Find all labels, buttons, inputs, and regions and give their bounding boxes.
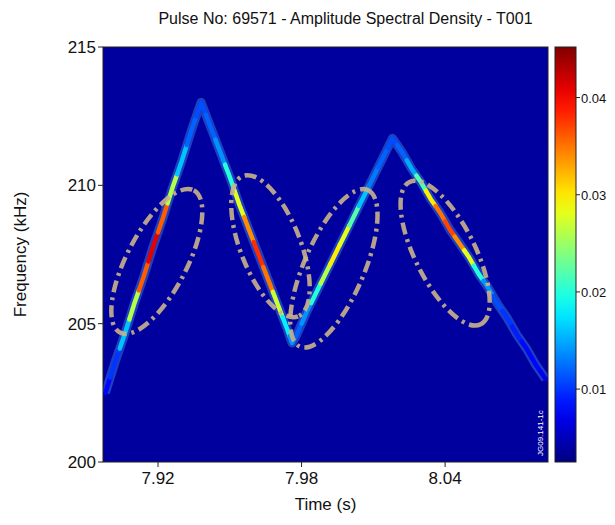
y-tick-label: 200 xyxy=(68,453,96,472)
colorbar-tick-label: 0.02 xyxy=(581,285,606,300)
trace-point xyxy=(311,284,321,303)
trace-point xyxy=(349,206,359,225)
trace-point xyxy=(378,148,388,167)
x-tick xyxy=(445,462,446,467)
trace-point xyxy=(244,217,254,242)
x-tick-label: 8.04 xyxy=(429,469,462,488)
trace-point xyxy=(158,203,168,232)
x-tick xyxy=(301,462,302,467)
trace-point xyxy=(282,317,289,336)
trace-point xyxy=(254,242,264,267)
highlight-ellipse xyxy=(272,178,395,359)
trace-point xyxy=(340,225,350,244)
trace-point xyxy=(397,145,407,160)
trace-point xyxy=(148,232,158,261)
trace-point xyxy=(455,237,465,251)
trace-point xyxy=(464,250,474,265)
title: Pulse No: 69571 - Amplitude Spectral Den… xyxy=(158,10,532,27)
x-axis-title: Time (s) xyxy=(295,495,357,514)
trace-point xyxy=(129,290,139,319)
trace-point xyxy=(493,296,503,311)
trace-point xyxy=(215,140,225,165)
colorbar xyxy=(555,47,576,462)
trace-point xyxy=(541,372,546,379)
trace-point xyxy=(531,357,541,372)
colorbar-tick-label: 0.03 xyxy=(581,188,606,203)
x-tick-label: 7.92 xyxy=(141,469,174,488)
colorbar-tick xyxy=(576,291,580,292)
plot-frame xyxy=(103,47,548,462)
trace-point xyxy=(187,116,197,145)
trace-point xyxy=(294,324,301,339)
trace-point xyxy=(105,378,110,393)
x-tick-label: 7.98 xyxy=(285,469,318,488)
annotation: JG09.141-1c xyxy=(536,410,545,456)
highlight-ellipse xyxy=(383,169,508,338)
colorbar-tick xyxy=(576,389,580,390)
highlight-ellipse xyxy=(103,176,220,346)
trace-point xyxy=(522,342,532,357)
y-tick xyxy=(98,462,103,463)
trace-point xyxy=(436,206,446,221)
trace-point xyxy=(407,160,417,175)
trace-point xyxy=(235,191,245,217)
trace-point xyxy=(263,267,273,292)
trace-point xyxy=(330,245,340,264)
trace-point xyxy=(369,167,379,186)
x-tick xyxy=(158,462,159,467)
trace-point xyxy=(503,311,513,326)
trace-point xyxy=(321,264,331,283)
y-tick xyxy=(98,185,103,186)
chart: Pulse No: 69571 - Amplitude Spectral Den… xyxy=(0,0,615,525)
colorbar-tick-label: 0.04 xyxy=(581,91,606,106)
trace-point xyxy=(512,326,522,341)
trace-point xyxy=(177,145,187,174)
trace-point xyxy=(426,191,436,206)
plot-background xyxy=(103,47,548,462)
colorbar-tick-label: 0.01 xyxy=(581,382,606,397)
colorbar-tick xyxy=(576,194,580,195)
colorbar-tick xyxy=(576,97,580,98)
trace-point xyxy=(445,221,455,236)
trace-point xyxy=(110,349,120,378)
y-tick-label: 210 xyxy=(68,176,96,195)
y-axis-title: Frequency (kHz) xyxy=(11,192,30,318)
y-tick xyxy=(98,47,103,48)
y-tick-label: 205 xyxy=(68,315,96,334)
y-tick xyxy=(98,323,103,324)
trace-point xyxy=(139,261,149,290)
trace-point xyxy=(206,115,216,140)
y-tick-label: 215 xyxy=(68,38,96,57)
highlight-ellipse xyxy=(215,165,326,327)
plot-area xyxy=(103,102,546,393)
trace-glow xyxy=(105,102,545,393)
